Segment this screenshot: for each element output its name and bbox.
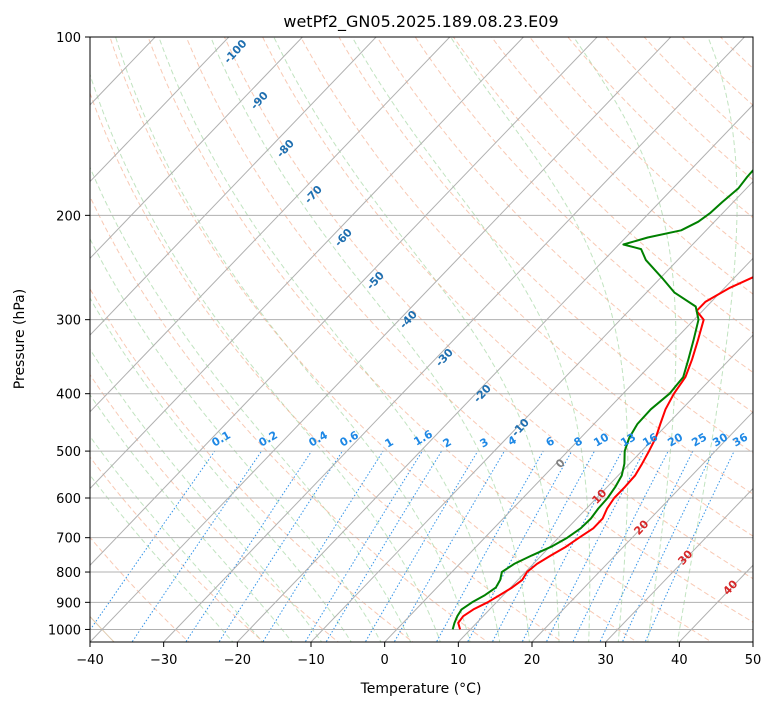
dry-adiabat — [605, 37, 753, 181]
y-tick-label: 300 — [56, 314, 81, 329]
x-tick-label: −40 — [76, 653, 103, 668]
temperature-profile-line — [457, 276, 753, 630]
dry-adiabat — [300, 37, 753, 495]
mixing-ratio-line — [131, 450, 263, 642]
y-tick-label: 700 — [56, 532, 81, 547]
isotherm-line — [90, 37, 230, 183]
mixing-ratio-line — [393, 450, 505, 642]
mixing-ratio-line — [90, 450, 216, 631]
x-tick-label: 10 — [450, 653, 467, 668]
chart-title: wetPf2_GN05.2025.189.08.23.E09 — [283, 12, 558, 32]
x-axis-label: Temperature (°C) — [360, 681, 482, 697]
sounding-series — [451, 168, 753, 630]
dry-adiabat — [90, 91, 564, 642]
dry-adiabat — [529, 37, 753, 257]
dry-adiabat — [223, 37, 753, 580]
plot-frame — [89, 36, 754, 643]
isotherm-line — [162, 37, 746, 642]
moist-adiabat — [90, 393, 293, 642]
mixing-ratio-line — [185, 450, 313, 642]
dry-adiabat — [414, 37, 753, 374]
y-tick-label: 1000 — [48, 623, 81, 638]
y-tick-label: 200 — [56, 209, 81, 224]
mixing-ratio-line — [644, 450, 735, 642]
y-tick-label: 100 — [56, 31, 81, 46]
mixing-ratio-lines — [90, 450, 735, 642]
dry-adiabat — [490, 37, 753, 295]
isotherm-line — [90, 37, 304, 260]
isotherm-line — [383, 257, 753, 642]
y-tick-label: 500 — [56, 445, 81, 460]
x-tick-label: 30 — [597, 653, 614, 668]
dry-adiabat — [90, 287, 414, 642]
dry-adiabat — [262, 37, 753, 537]
mixing-ratio-line — [545, 450, 645, 642]
isotherm-line — [90, 37, 451, 413]
isotherm-line — [310, 180, 753, 642]
mixing-ratio-line — [491, 450, 595, 642]
mixing-ratio-line — [218, 450, 343, 642]
isotherm-line — [90, 37, 377, 336]
dry-adiabat — [90, 456, 265, 642]
y-axis: 100 200 300 400 500 600 700 800 900 1000 — [48, 31, 90, 638]
isotherm-line — [531, 411, 753, 642]
plot-area: -100-90-80-70-60-50-40-30-20-10010203040… — [90, 37, 753, 642]
dry-adiabat — [90, 373, 339, 642]
y-tick-label: 600 — [56, 492, 81, 507]
y-tick-label: 400 — [56, 388, 81, 403]
mixing-ratio-line — [521, 450, 623, 642]
isotherm-line — [90, 37, 525, 490]
y-tick-label: 800 — [56, 566, 81, 581]
mixing-ratio-line — [325, 450, 443, 642]
x-tick-label: 0 — [381, 653, 389, 668]
x-tick-label: 40 — [671, 653, 688, 668]
isotherm-line — [90, 37, 672, 642]
isotherm-grid — [90, 37, 753, 642]
y-tick-label: 900 — [56, 596, 81, 611]
x-tick-label: −10 — [297, 653, 324, 668]
x-tick-label: 20 — [524, 653, 541, 668]
dewpoint-profile-line — [451, 168, 753, 630]
x-axis: −40 −30 −20 −10 0 10 20 30 40 50 — [76, 642, 761, 668]
mixing-ratio-line — [572, 450, 669, 642]
dry-adiabat — [109, 37, 638, 642]
mixing-ratio-line — [599, 450, 694, 642]
dry-adiabat — [376, 37, 753, 413]
mixing-ratio-line — [621, 450, 714, 642]
moist-adiabat — [90, 166, 412, 642]
isotherm-line — [90, 37, 598, 566]
isotherm-line — [457, 334, 753, 642]
y-axis-label: Pressure (hPa) — [12, 289, 28, 389]
isotherm-line — [604, 487, 753, 642]
x-tick-label: −20 — [224, 653, 251, 668]
moist-adiabat — [90, 72, 441, 642]
isotherm-line — [236, 104, 753, 642]
isobar-grid — [90, 37, 753, 630]
x-tick-label: 50 — [745, 653, 762, 668]
dry-adiabat — [643, 37, 753, 144]
mixing-ratio-line — [304, 450, 423, 642]
x-tick-label: −30 — [150, 653, 177, 668]
mixing-ratio-line — [262, 450, 384, 642]
